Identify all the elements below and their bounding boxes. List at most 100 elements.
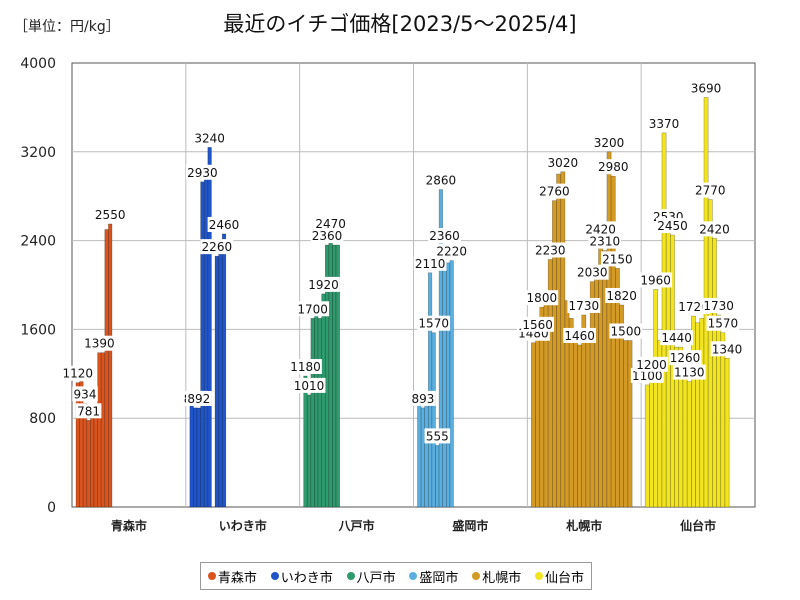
bar xyxy=(303,375,308,508)
data-label: 1180 xyxy=(289,359,322,375)
data-label: 1260 xyxy=(668,350,702,366)
data-label-bg xyxy=(410,390,436,406)
data-label-bg xyxy=(689,80,723,96)
data-label: 1560 xyxy=(521,316,555,332)
x-category-label: 青森市 xyxy=(111,518,147,533)
data-label-text: 2230 xyxy=(535,243,566,257)
data-label: 3690 xyxy=(689,80,723,96)
data-label: 1010 xyxy=(292,377,326,393)
data-label-text: 2860 xyxy=(426,174,457,188)
data-label-text: 2550 xyxy=(95,208,126,222)
legend-label: 盛岡市 xyxy=(419,570,459,586)
bar xyxy=(424,403,429,508)
data-label-text: 2460 xyxy=(209,218,240,232)
legend-label: 仙台市 xyxy=(545,570,585,586)
data-label: 3240 xyxy=(193,130,227,146)
data-label-text: 3370 xyxy=(649,117,680,131)
bar xyxy=(335,244,340,508)
bar xyxy=(682,366,688,508)
data-label: 2460 xyxy=(207,216,241,232)
data-label: 934 xyxy=(72,386,98,402)
data-label-bg xyxy=(538,183,571,199)
legend-item: いわき市 xyxy=(270,567,333,586)
data-label: 2930 xyxy=(186,164,219,180)
data-label: 2980 xyxy=(596,159,630,175)
bar xyxy=(321,293,326,508)
bar xyxy=(104,229,109,508)
data-label-bg xyxy=(592,134,626,150)
legend-swatch xyxy=(535,572,544,580)
data-label-text: 1570 xyxy=(708,317,739,331)
bar xyxy=(724,357,730,508)
data-label-text: 2420 xyxy=(585,222,616,236)
data-label-bg xyxy=(609,323,643,339)
bar xyxy=(189,397,194,508)
data-label-bg xyxy=(521,316,555,332)
legend-swatch xyxy=(270,572,279,580)
data-label-bg xyxy=(207,216,241,232)
data-label-bg xyxy=(567,297,601,313)
bar xyxy=(644,384,650,508)
data-label: 2420 xyxy=(698,221,731,237)
legend-item: 青森市 xyxy=(207,567,257,586)
data-label-bg xyxy=(424,428,451,444)
unit-label: ［単位：円/kg］ xyxy=(14,19,120,35)
data-label-text: 1260 xyxy=(670,351,701,365)
data-label-text: 1920 xyxy=(308,278,339,292)
data-label-text: 892 xyxy=(187,392,210,406)
data-label-text: 1560 xyxy=(522,318,553,332)
data-label: 2220 xyxy=(435,243,469,259)
data-label: 2150 xyxy=(601,251,634,267)
bar xyxy=(196,407,201,508)
data-label-bg xyxy=(72,386,98,402)
data-label: 893 xyxy=(410,390,436,406)
bar xyxy=(661,132,667,508)
bar xyxy=(653,289,659,508)
data-label-bg xyxy=(677,299,710,315)
data-label-text: 1730 xyxy=(569,299,600,313)
bar xyxy=(108,223,113,508)
data-label-text: 893 xyxy=(411,392,434,406)
bar xyxy=(207,147,212,508)
data-label: 1200 xyxy=(635,356,668,372)
data-label-text: 1010 xyxy=(294,379,325,393)
data-label: 1820 xyxy=(605,287,639,303)
bar xyxy=(193,407,198,508)
bar xyxy=(712,238,717,508)
data-label-bg xyxy=(647,115,681,131)
legend-swatch xyxy=(409,572,418,580)
x-category-label: 仙台市 xyxy=(680,518,716,533)
data-label-bg xyxy=(292,377,326,393)
data-label-bg xyxy=(435,243,469,259)
data-label-text: 2420 xyxy=(699,222,730,236)
data-label-text: 1460 xyxy=(564,329,595,343)
data-label: 2230 xyxy=(533,242,567,258)
data-label-bg xyxy=(588,233,622,249)
data-label-text: 1340 xyxy=(712,342,743,356)
data-label-bg xyxy=(413,255,447,271)
bar xyxy=(82,403,88,508)
data-label: 3370 xyxy=(647,115,681,131)
bar xyxy=(699,317,705,508)
data-label-bg xyxy=(656,218,689,234)
legend: 青森市 いわき市 八戸市 盛岡市 札幌市 仙台市 xyxy=(200,562,592,590)
data-label-bg xyxy=(601,251,634,267)
data-label-bg xyxy=(310,228,344,244)
data-label-bg xyxy=(289,359,322,375)
data-label-text: 2220 xyxy=(436,245,467,259)
data-label-text: 2260 xyxy=(202,240,233,254)
data-label: 1730 xyxy=(567,297,601,313)
data-label-bg xyxy=(639,272,673,288)
data-label-text: 2450 xyxy=(657,219,688,233)
y-tick-label: 800 xyxy=(29,411,56,427)
data-label-bg xyxy=(296,301,330,317)
bar xyxy=(420,407,426,508)
data-label-text: 1800 xyxy=(527,291,558,305)
y-tick-label: 0 xyxy=(47,500,56,516)
data-label-text: 2760 xyxy=(539,185,570,199)
bar xyxy=(627,340,633,508)
data-label-bg xyxy=(186,390,212,406)
data-label-text: 2770 xyxy=(695,184,726,198)
data-label: 1120 xyxy=(61,365,95,381)
